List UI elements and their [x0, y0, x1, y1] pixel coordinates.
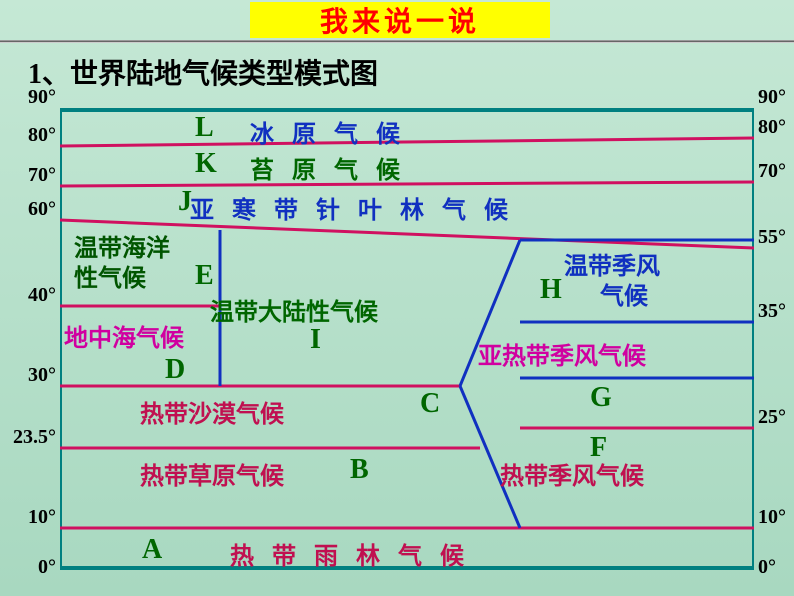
latitude-left: 90°: [28, 86, 56, 109]
latitude-right: 25°: [758, 406, 786, 429]
zone-name: 苔原气候: [250, 150, 418, 185]
title-text: 我来说一说: [320, 0, 480, 40]
zone-letter: F: [590, 432, 607, 464]
zone-name: 热带沙漠气候: [140, 394, 284, 429]
header-divider: [0, 40, 794, 43]
zone-name: 温带大陆性气候: [210, 292, 378, 327]
latitude-right: 80°: [758, 116, 786, 139]
zone-letter: I: [310, 324, 321, 356]
climate-diagram: LKJEHIDGCFBA冰原气候苔原气候亚寒带针叶林气候温带海洋性气候温带大陆性…: [60, 98, 754, 578]
latitude-right: 90°: [758, 86, 786, 109]
zone-name: 亚寒带针叶林气候: [190, 190, 526, 225]
zone-name: 热带草原气候: [140, 456, 284, 491]
latitude-left: 0°: [38, 556, 56, 579]
latitude-left: 60°: [28, 198, 56, 221]
zone-name: 性气候: [74, 258, 146, 293]
latitude-left: 30°: [28, 364, 56, 387]
latitude-left: 80°: [28, 124, 56, 147]
zone-letter: G: [590, 382, 612, 414]
zone-letter: A: [142, 534, 162, 566]
latitude-right: 10°: [758, 506, 786, 529]
zone-letter: K: [195, 148, 217, 180]
latitude-right: 35°: [758, 300, 786, 323]
subtitle: 1、世界陆地气候类型模式图: [28, 52, 378, 92]
zone-name: 亚热带季风气候: [478, 336, 646, 371]
latitude-left: 70°: [28, 164, 56, 187]
latitude-left: 40°: [28, 284, 56, 307]
latitude-right: 70°: [758, 160, 786, 183]
zone-name: 热带雨林气候: [230, 536, 482, 571]
zone-letter: C: [420, 388, 440, 420]
zone-name: 冰原气候: [250, 114, 418, 149]
zone-letter: D: [165, 354, 185, 386]
zone-letter: H: [540, 274, 562, 306]
latitude-right: 55°: [758, 226, 786, 249]
zone-name: 地中海气候: [64, 318, 184, 353]
zone-name: 气候: [600, 276, 648, 311]
zone-letter: E: [195, 260, 214, 292]
latitude-left: 10°: [28, 506, 56, 529]
latitude-left: 23.5°: [13, 426, 56, 449]
title-box: 我来说一说: [250, 2, 550, 38]
zone-letter: B: [350, 454, 369, 486]
zone-name: 热带季风气候: [500, 456, 644, 491]
latitude-right: 0°: [758, 556, 776, 579]
zone-letter: L: [195, 112, 214, 144]
zone-letter: J: [178, 186, 192, 218]
